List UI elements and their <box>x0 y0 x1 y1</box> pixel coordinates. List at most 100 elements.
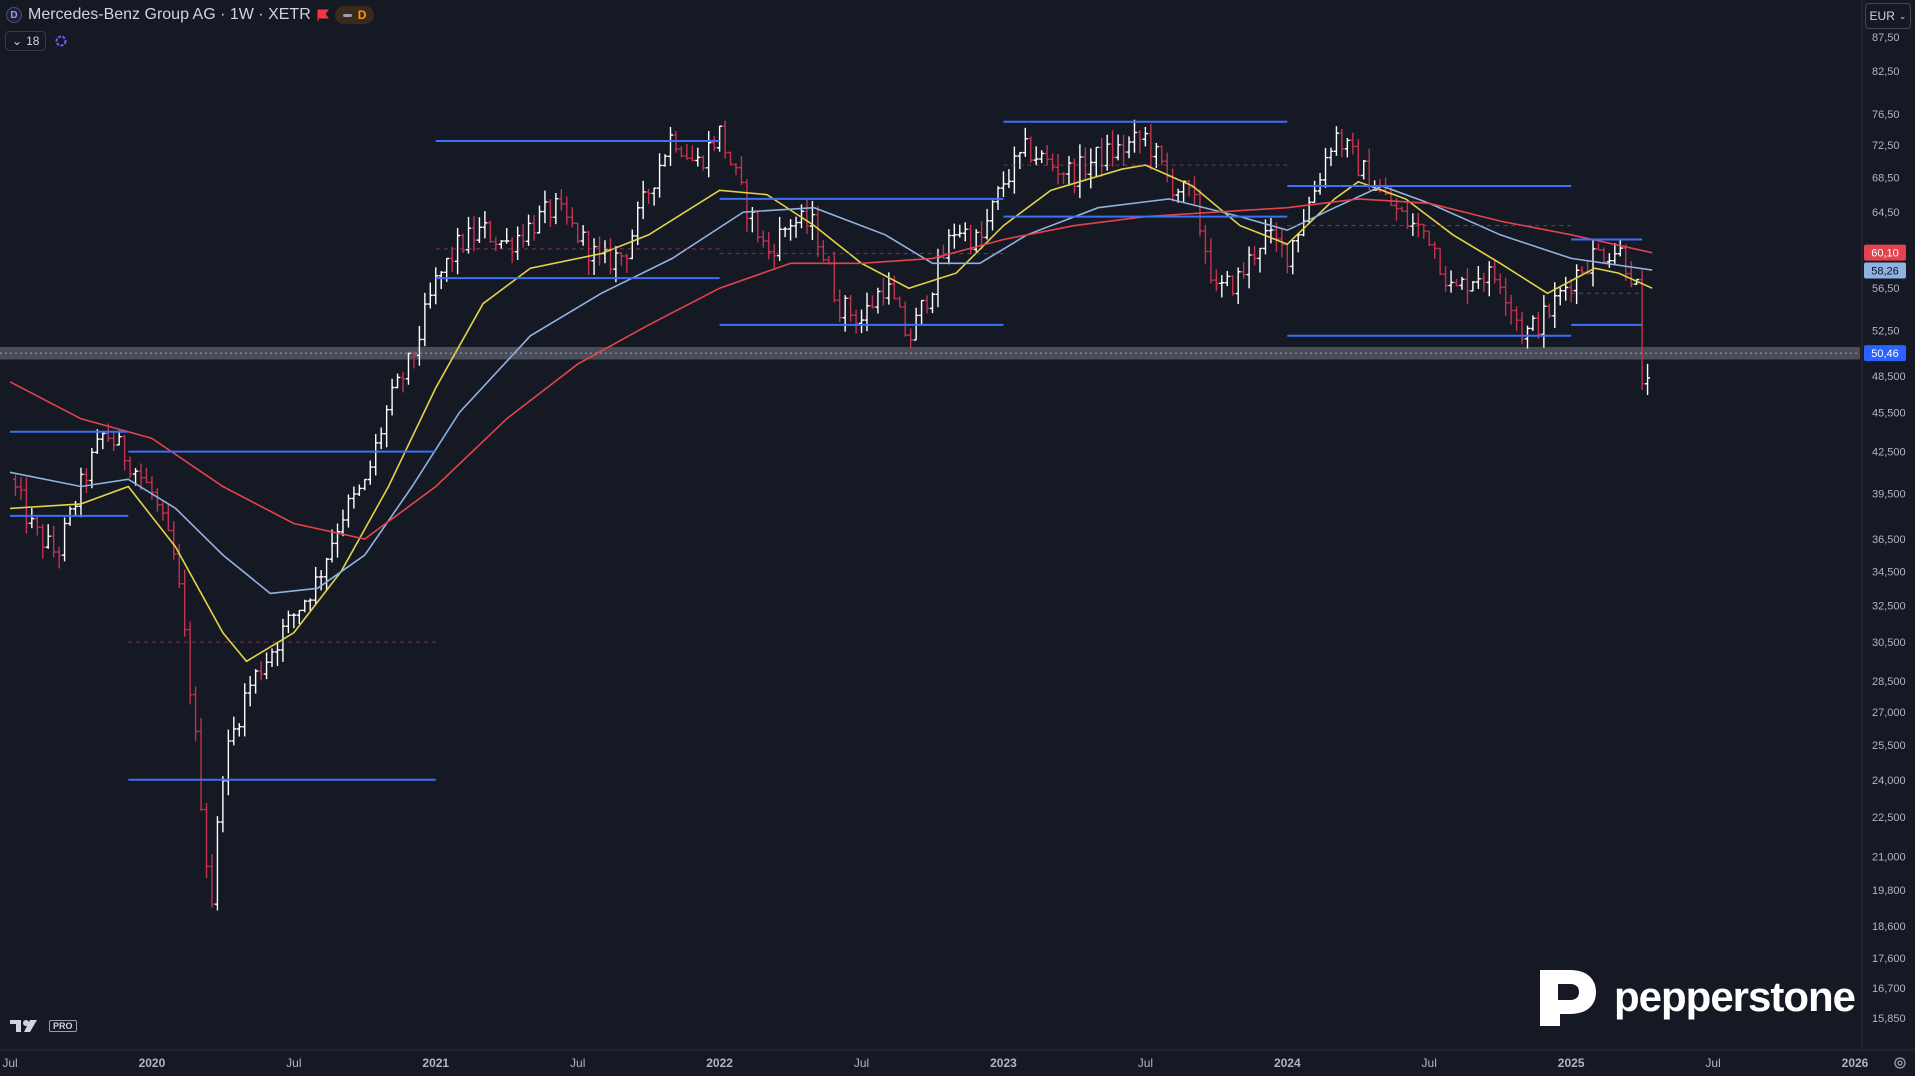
ohlc-bar <box>722 120 728 159</box>
ai-settings-icon[interactable] <box>54 34 68 48</box>
ohlc-bar <box>891 275 897 300</box>
ohlc-bar <box>1426 230 1432 247</box>
ohlc-bar <box>509 237 515 264</box>
ohlc-bar <box>962 222 968 242</box>
ohlc-bar <box>1443 265 1449 292</box>
ohlc-bar <box>744 179 750 232</box>
ohlc-bar <box>618 252 624 266</box>
indicators-toggle[interactable]: ⌄ 18 <box>5 31 47 51</box>
ohlc-bar <box>1617 239 1623 257</box>
ohlc-bar <box>662 154 668 167</box>
currency-label: EUR <box>1869 9 1895 23</box>
price-badge-label: 50,46 <box>1871 348 1899 360</box>
ohlc-bar <box>1110 130 1116 167</box>
ohlc-bar <box>924 295 930 314</box>
chart-header: D Mercedes-Benz Group AG · 1W · XETR D <box>6 5 375 25</box>
price-tick-label: 82,50 <box>1872 66 1900 78</box>
ohlc-bar <box>231 716 237 746</box>
ohlc-bar <box>73 500 79 517</box>
ohlc-bar <box>438 271 444 290</box>
ohlc-bar <box>515 226 521 261</box>
data-status-pill[interactable]: D <box>334 6 375 24</box>
ohlc-bar <box>711 135 717 152</box>
ohlc-bar <box>116 430 122 446</box>
symbol-title[interactable]: Mercedes-Benz Group AG · 1W · XETR <box>28 6 311 23</box>
ohlc-bar <box>667 126 673 166</box>
ohlc-bar <box>990 200 996 231</box>
price-tick-label: 21,000 <box>1872 851 1906 863</box>
price-tick-label: 19,800 <box>1872 885 1906 897</box>
ohlc-bar <box>1000 171 1006 197</box>
ohlc-bar <box>1252 245 1258 266</box>
tradingview-logo[interactable]: PRO <box>10 1018 77 1034</box>
gear-icon[interactable] <box>1893 1056 1907 1070</box>
ohlc-bar <box>395 373 401 389</box>
ohlc-bar <box>1153 142 1159 168</box>
ohlc-bar <box>160 501 166 521</box>
ohlc-bar <box>1295 233 1301 253</box>
ohlc-bar <box>1213 269 1219 292</box>
ohlc-bar <box>345 494 351 528</box>
ohlc-bar <box>1568 279 1574 303</box>
price-tick-label: 56,50 <box>1872 283 1900 295</box>
price-tick-label: 17,600 <box>1872 953 1906 965</box>
price-tick-label: 87,50 <box>1872 32 1900 44</box>
ohlc-bar <box>1579 266 1585 275</box>
ohlc-bar <box>1432 241 1438 260</box>
ohlc-bar <box>902 301 908 337</box>
ohlc-bar <box>880 277 886 306</box>
ohlc-bar <box>1535 311 1541 339</box>
ohlc-bar <box>930 292 935 314</box>
ohlc-bar <box>422 292 428 347</box>
ohlc-bar <box>187 621 193 705</box>
ohlc-bar <box>1126 136 1132 159</box>
ohlc-bar <box>651 187 657 206</box>
price-tick-label: 48,500 <box>1872 371 1906 383</box>
ohlc-bar <box>1628 261 1634 288</box>
ohlc-bar <box>171 521 177 560</box>
ohlc-bar <box>1410 213 1416 236</box>
ohlc-bar <box>498 240 504 249</box>
ohlc-bar <box>1481 272 1487 292</box>
ohlc-bar <box>1333 126 1339 156</box>
price-badge <box>1864 345 1906 362</box>
ohlc-bar <box>127 456 133 479</box>
ohlc-bar <box>629 229 635 260</box>
ohlc-bar <box>1224 271 1230 287</box>
ohlc-bar <box>586 230 592 275</box>
ohlc-bar <box>624 253 630 273</box>
price-tick-label: 27,000 <box>1872 707 1906 719</box>
time-tick-label: 2021 <box>422 1056 449 1070</box>
price-tick-label: 30,500 <box>1872 637 1906 649</box>
time-tick-label: 2020 <box>139 1056 166 1070</box>
ohlc-bar <box>820 240 826 262</box>
ohlc-bar <box>804 199 810 235</box>
ohlc-bar <box>280 618 286 662</box>
ohlc-bar <box>1519 311 1525 345</box>
ohlc-bar <box>133 468 139 486</box>
ohlc-bar <box>209 854 215 908</box>
ohlc-bar <box>640 180 646 220</box>
ohlc-bar <box>1115 134 1121 161</box>
ohlc-bar <box>1399 206 1405 212</box>
ohlc-bar <box>1142 126 1148 147</box>
price-tick-label: 52,50 <box>1872 325 1900 337</box>
currency-selector[interactable]: EUR ⌄ <box>1865 3 1911 29</box>
ohlc-bar <box>1044 145 1050 166</box>
ohlc-bar <box>45 524 51 549</box>
time-tick-label: Jul <box>854 1056 869 1070</box>
ohlc-bar <box>51 525 57 558</box>
ohlc-bar <box>957 224 963 238</box>
ohlc-bar <box>143 467 149 484</box>
ohlc-bar <box>569 207 575 228</box>
price-tick-label: 34,500 <box>1872 566 1906 578</box>
flag-icon[interactable] <box>317 9 329 21</box>
ohlc-bar <box>1137 130 1143 154</box>
price-tick-label: 15,850 <box>1872 1013 1906 1025</box>
ohlc-bar <box>1328 147 1334 167</box>
ohlc-bar <box>1066 155 1072 185</box>
ohlc-bar <box>1093 146 1099 177</box>
ohlc-bar <box>89 447 95 489</box>
